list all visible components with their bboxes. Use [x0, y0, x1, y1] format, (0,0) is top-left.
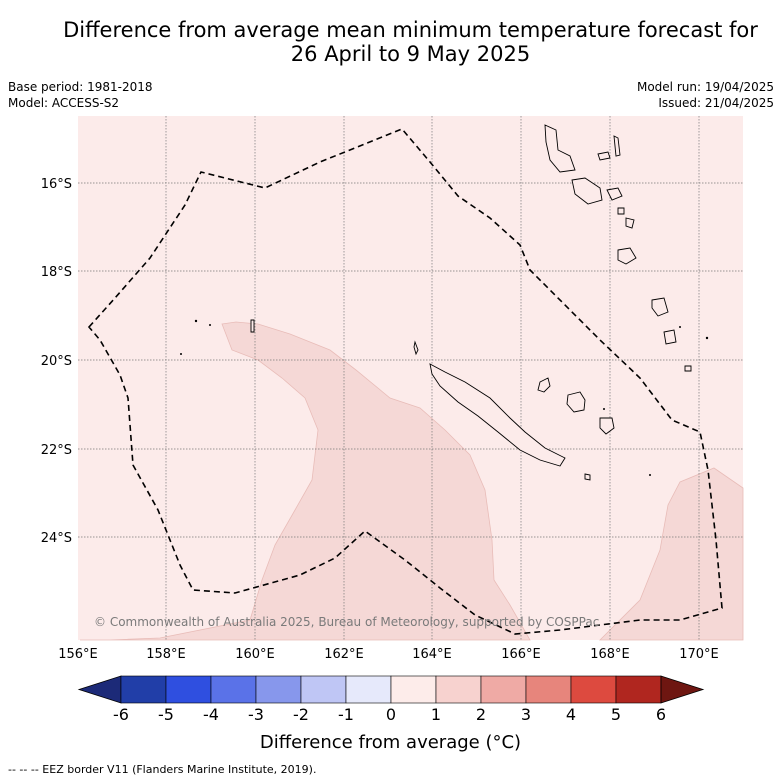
latitude-label: 20°S [41, 354, 72, 369]
colorbar: -6 -5 -4 -3 -2 -1 0 1 2 3 4 5 6 [77, 675, 705, 724]
longitude-labels: 156°E 158°E 160°E 162°E 164°E 166°E 168°E 170°E [58, 647, 719, 662]
model-name: Model: ACCESS-S2 [8, 96, 120, 110]
longitude-label: 166°E [501, 647, 541, 662]
longitude-label: 162°E [324, 647, 364, 662]
colorbar-tick-label: 1 [431, 705, 441, 724]
tanna-island [663, 329, 677, 345]
isle-of-pines [584, 473, 591, 481]
colorbar-tick-label: -2 [293, 705, 309, 724]
colorbar-segment [390, 675, 437, 704]
colorbar-extend-low [77, 675, 122, 704]
coastlines [250, 124, 692, 481]
new-caledonia-island [429, 363, 566, 467]
latitude-label: 18°S [41, 265, 72, 280]
ouvea-island [537, 377, 551, 393]
eez-border [87, 128, 723, 635]
colorbar-segment [345, 675, 392, 704]
mare-island [599, 417, 615, 435]
longitude-label: 156°E [58, 647, 98, 662]
efate-island [617, 247, 637, 265]
colorbar-title: Difference from average (°C) [259, 732, 522, 753]
colorbar-segment [480, 675, 527, 704]
gridlines [78, 116, 743, 640]
model-run: Model run: 19/04/2025 [636, 80, 774, 94]
colorbar-tick-label: -5 [158, 705, 174, 724]
map-title: Difference from average mean minimum tem… [0, 18, 781, 66]
maewo-island [597, 151, 611, 161]
colorbar-segment [165, 675, 212, 704]
latitude-label: 24°S [41, 531, 72, 546]
latitude-labels: 16°S 18°S 20°S 22°S 24°S [41, 177, 72, 546]
title-line-1: Difference from average mean minimum tem… [63, 18, 758, 42]
latitude-label: 22°S [41, 443, 72, 458]
small-islets [180, 319, 709, 476]
belep-island [413, 340, 419, 356]
base-period: Base period: 1981-2018 [8, 80, 153, 94]
eez-footnote: -- -- -- EEZ border V11 (Flanders Marine… [8, 763, 317, 776]
colorbar-tick-label: -1 [338, 705, 354, 724]
longitude-label: 164°E [412, 647, 452, 662]
copyright-notice: © Commonwealth of Australia 2025, Bureau… [94, 615, 599, 629]
colorbar-tick-label: 0 [386, 705, 396, 724]
colorbar-segment [525, 675, 572, 704]
erromango-island [651, 297, 669, 317]
longitude-label: 168°E [590, 647, 630, 662]
epi-island [617, 207, 625, 215]
meta-left: Base period: 1981-2018 Model: ACCESS-S2 [8, 79, 153, 111]
espiritu-santo-island [544, 124, 576, 173]
longitude-label: 158°E [146, 647, 186, 662]
colorbar-segment [615, 675, 662, 704]
anomaly-region-east [599, 467, 744, 641]
colorbar-tick-label: 2 [476, 705, 486, 724]
pentecost-island [613, 135, 621, 157]
meta-right: Model run: 19/04/2025 Issued: 21/04/2025 [637, 79, 774, 111]
ambrym-island [606, 187, 623, 201]
longitude-label: 160°E [235, 647, 275, 662]
colorbar-tick-label: -6 [113, 705, 129, 724]
longitude-label: 170°E [679, 647, 719, 662]
colorbar-tick-label: 6 [656, 705, 666, 724]
anomaly-region-west [80, 321, 531, 641]
colorbar-segment [255, 675, 302, 704]
colorbar-segment [435, 675, 482, 704]
chesterfield-reef [250, 319, 255, 333]
title-line-2: 26 April to 9 May 2025 [290, 42, 531, 66]
colorbar-extend-high [660, 675, 705, 704]
lifou-island [566, 391, 586, 413]
shepherd-islands [625, 217, 635, 229]
colorbar-tick-label: 3 [521, 705, 531, 724]
malekula-island [571, 177, 603, 205]
colorbar-tick-label: -4 [203, 705, 219, 724]
colorbar-tick-label: 4 [566, 705, 576, 724]
anomaly-band-1-to-2 [80, 321, 744, 641]
colorbar-segment [120, 675, 167, 704]
aneityum-island [684, 365, 692, 372]
colorbar-segment [300, 675, 347, 704]
issued-date: Issued: 21/04/2025 [658, 96, 774, 110]
colorbar-tick-label: -3 [248, 705, 264, 724]
latitude-label: 16°S [41, 177, 72, 192]
colorbar-segment [210, 675, 257, 704]
colorbar-segment [570, 675, 617, 704]
colorbar-tick-label: 5 [611, 705, 621, 724]
